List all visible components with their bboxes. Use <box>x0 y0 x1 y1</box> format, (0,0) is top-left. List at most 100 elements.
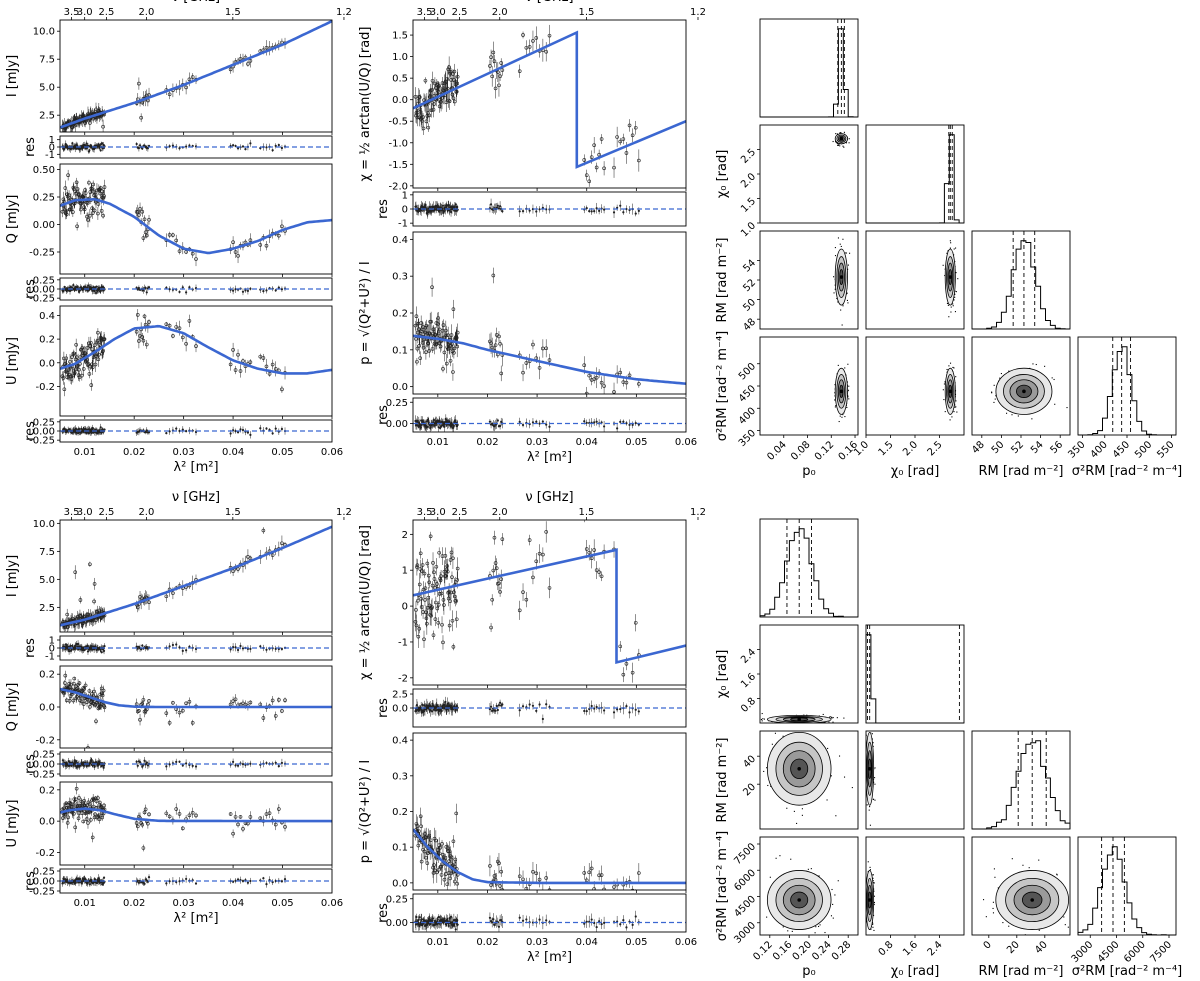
corner-cell <box>865 124 965 224</box>
residual-point <box>241 145 245 148</box>
sample-point <box>844 367 846 369</box>
data-point <box>87 372 92 376</box>
density-area <box>833 237 851 326</box>
model-curve <box>60 197 332 255</box>
residual-point <box>280 427 284 431</box>
nu-tick-label: 2.5 <box>452 507 468 518</box>
data-point <box>488 64 492 68</box>
sample-point <box>839 132 841 134</box>
data-point <box>94 618 98 622</box>
data-point <box>531 342 535 347</box>
model-curve <box>60 324 332 375</box>
y-tick-label: 10.0 <box>33 519 55 530</box>
sample-point <box>834 392 836 394</box>
data-point <box>435 322 440 326</box>
data-point <box>429 108 434 113</box>
data-point <box>627 373 632 378</box>
data-point <box>89 186 94 191</box>
data-point <box>167 323 172 328</box>
data-point <box>85 700 89 704</box>
residual-point <box>188 286 191 289</box>
sample-point <box>848 138 850 140</box>
data-point <box>65 612 69 617</box>
data-point <box>102 185 107 189</box>
residual-point <box>619 204 622 207</box>
data-point <box>238 369 243 373</box>
sample-point <box>834 406 836 408</box>
lam-tick-label: 0.04 <box>222 898 244 909</box>
residual-point <box>449 210 453 214</box>
data-point <box>277 233 281 238</box>
sample-point <box>1053 378 1055 381</box>
data-point <box>94 107 98 112</box>
data-point <box>439 99 443 104</box>
data-point <box>65 192 69 197</box>
data-point <box>517 69 522 73</box>
residual-point <box>239 428 242 431</box>
residual-point <box>178 290 181 294</box>
data-point <box>440 328 445 333</box>
residual-point <box>103 644 106 648</box>
sample-point <box>1051 377 1053 379</box>
data-point <box>589 378 594 382</box>
axes-frame <box>59 19 333 133</box>
cell-frame <box>865 124 965 224</box>
data-point <box>433 81 437 86</box>
nu-axis-label: ν [GHz] <box>525 490 573 505</box>
density-peak <box>948 389 953 394</box>
data-point <box>100 693 105 698</box>
data-point <box>79 699 84 704</box>
sample-point <box>1008 370 1010 372</box>
data-point <box>264 243 269 248</box>
residual-point <box>135 286 138 289</box>
residual-point <box>535 210 538 213</box>
data-point <box>634 405 637 408</box>
corner-y-label: χ₀ [rad] <box>715 150 730 199</box>
histogram <box>866 134 964 224</box>
corner-y-tick-label: 52 <box>741 277 758 294</box>
sample-point <box>956 411 958 413</box>
data-point <box>91 190 96 194</box>
residual-point <box>249 142 252 145</box>
data-point <box>277 698 281 702</box>
data-point <box>444 328 448 333</box>
residual-point <box>84 144 87 147</box>
data-point <box>71 698 76 703</box>
data-point <box>62 356 66 361</box>
residual-point <box>488 420 492 423</box>
lam-axis-label: λ² [m²] <box>527 450 572 465</box>
data-point <box>448 69 453 74</box>
sample-point <box>834 384 836 386</box>
data-point <box>96 211 100 216</box>
data-point <box>499 371 504 376</box>
data-point <box>174 238 179 243</box>
data-point <box>258 354 263 359</box>
corner-x-label: σ²RM [rad⁻² m⁻⁴] <box>1072 464 1182 479</box>
sample-point <box>838 143 840 145</box>
data-point <box>80 373 84 378</box>
sample-point <box>949 240 951 242</box>
y-tick-label: 0.3 <box>392 272 408 283</box>
residual-point <box>249 433 252 436</box>
sample-point <box>842 414 844 416</box>
y-tick-label: 0.25 <box>33 193 55 204</box>
y-tick-label: -0.25 <box>29 248 55 259</box>
axes-frame <box>59 519 333 633</box>
residual-point <box>244 148 247 151</box>
y-tick-label: -1 <box>45 652 55 663</box>
y-axis-label: Q [mJy] <box>5 683 20 732</box>
sample-point <box>1035 363 1037 366</box>
data-point <box>99 209 104 213</box>
res-label: res <box>23 137 38 157</box>
sample-point <box>947 304 949 306</box>
residual-point <box>185 430 188 433</box>
corner-x-tick-label: 2.5 <box>926 439 945 458</box>
data-point <box>171 700 175 705</box>
nu-tick-label: 3.5 <box>417 7 433 18</box>
data-point <box>599 137 604 141</box>
data-point <box>258 243 263 247</box>
lam-tick-label: 0.03 <box>526 937 548 948</box>
residual-point <box>229 648 232 651</box>
residual-point <box>165 432 168 435</box>
residual-point <box>236 648 240 652</box>
